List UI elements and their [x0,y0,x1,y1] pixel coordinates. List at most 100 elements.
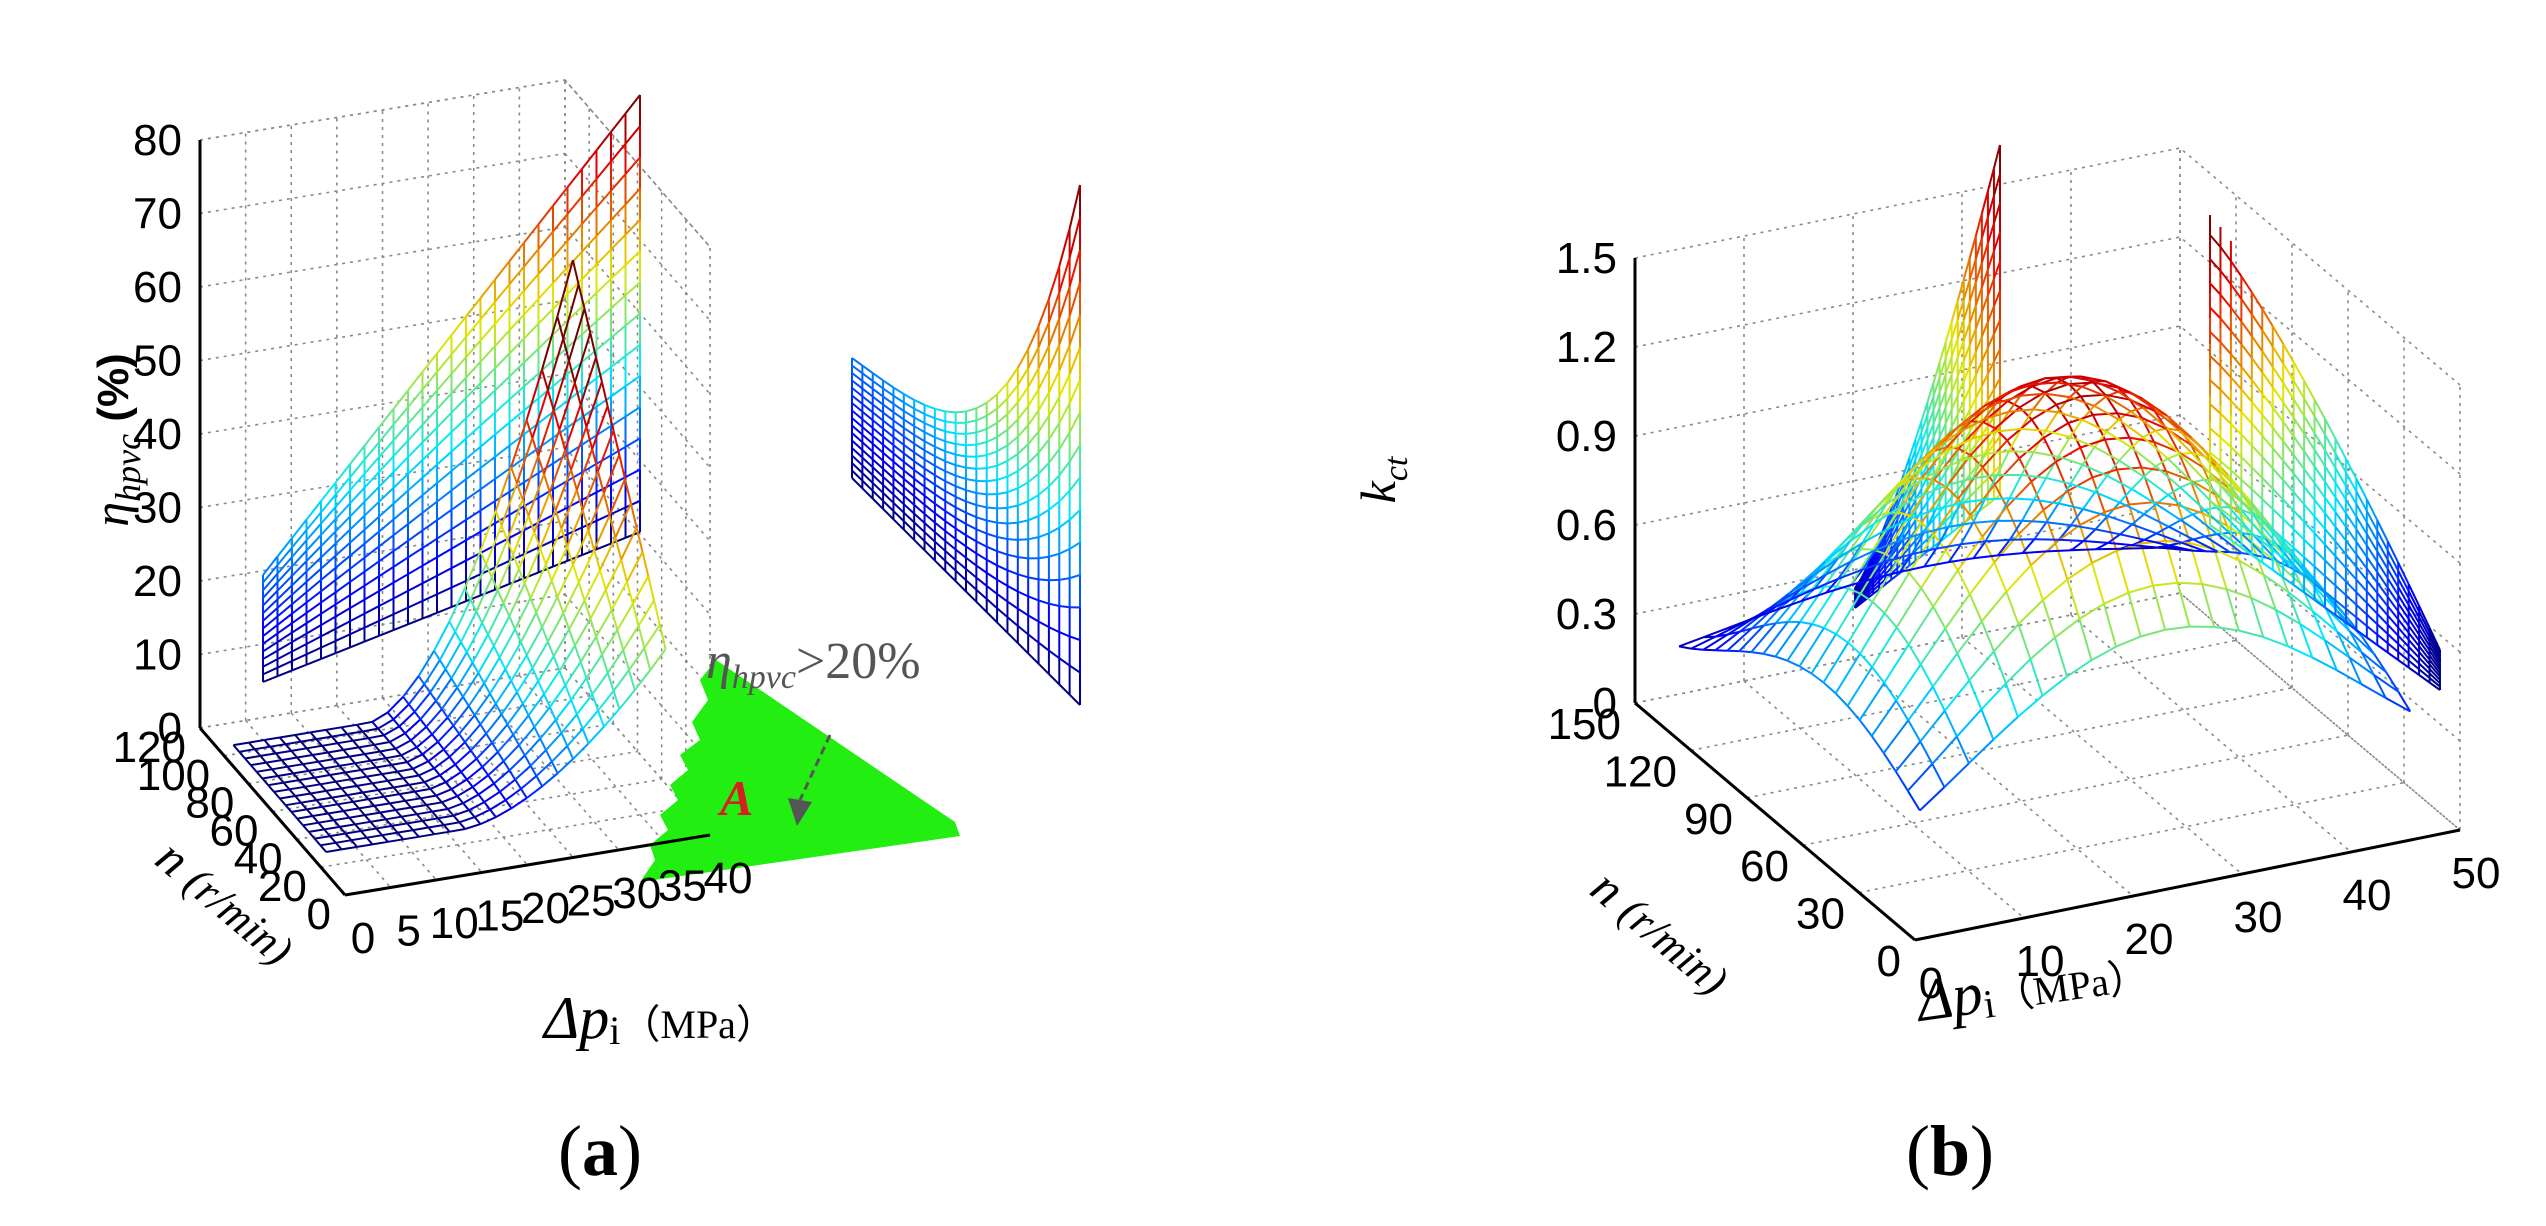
mesh-line [1972,498,1986,524]
mesh-line [2103,591,2129,605]
mesh-line [626,581,634,605]
mesh-line [2366,567,2379,584]
mesh-line [2130,406,2144,413]
mesh-line [2058,524,2072,541]
mesh-line [349,626,365,636]
mesh-line [2397,578,2410,599]
mesh-line [277,650,293,661]
mesh-line [304,786,312,795]
mesh-line [1969,466,1977,476]
mesh-line [2082,463,2108,477]
mesh-line [996,413,1009,424]
mesh-line [2204,509,2230,534]
mesh-line [260,752,277,757]
mesh-line [1902,457,1911,476]
mesh-line [934,559,946,572]
mesh-line [564,684,573,701]
mesh-line [2240,411,2253,425]
x-tick-label: 50 [2452,849,2501,898]
mesh-line [2274,609,2289,647]
mesh-line [587,529,596,551]
mesh-line [523,547,542,584]
gridline [290,712,437,881]
mesh-line [1883,682,1898,702]
gridline [296,778,662,841]
mesh-line [2219,436,2232,448]
mesh-line [1919,627,1947,665]
mesh-line [392,523,409,537]
mesh-line [2355,566,2368,581]
mesh-line [363,501,380,517]
mesh-line [1898,485,1912,509]
mesh-line [2180,513,2194,522]
mesh-line [604,559,623,591]
z-tick-label: 0 [158,704,182,753]
mesh-line [374,741,390,746]
mesh-line [349,753,365,758]
mesh-line [363,486,380,503]
mesh-line [631,575,650,605]
mesh-line [1824,557,1839,576]
mesh-line [872,490,884,502]
mesh-line [2336,631,2351,658]
mesh-line [412,826,429,832]
mesh-line [421,371,438,391]
mesh-line [447,802,464,810]
mesh-line [954,580,967,593]
mesh-line [924,440,936,448]
mesh-line [254,745,271,751]
mesh-line [2219,246,2232,262]
mesh-line [2355,503,2368,523]
mesh-line [2386,614,2399,629]
mesh-line [566,471,583,482]
mesh-line [465,594,481,603]
mesh-line [2271,345,2285,364]
mesh-line [2251,401,2264,416]
mesh-line [396,770,404,779]
mesh-line [350,778,358,787]
mesh-line [472,774,489,788]
mesh-line [390,825,399,834]
mesh-line [276,641,293,652]
gridline [272,750,638,813]
mesh-line [548,491,557,511]
mesh-line [2167,452,2181,460]
mesh-line [944,530,957,540]
mesh-line [349,598,366,610]
mesh-line [493,782,501,793]
mesh-line [365,837,374,846]
mesh-line [2021,499,2035,522]
mesh-line [955,538,967,548]
mesh-line [1959,453,1985,462]
mesh-line [1884,532,1893,546]
mesh-line [399,790,415,796]
mesh-line [1860,574,1868,586]
mesh-line [1956,569,1971,595]
mesh-line [1980,269,1989,288]
mesh-line [2018,436,2045,460]
mesh-line [498,628,516,659]
mesh-line [2299,623,2314,658]
mesh-line [585,381,603,428]
mesh-line [1848,509,1875,537]
mesh-line [349,514,366,531]
mesh-line [523,298,540,316]
mesh-line [923,522,936,533]
mesh-line [352,801,360,810]
mesh-line [2069,396,2095,407]
mesh-line [2120,547,2146,550]
mesh-line [2105,393,2131,401]
mesh-line [606,405,615,431]
mesh-line [305,624,322,635]
mesh-line [363,441,380,461]
mesh-line [354,823,362,832]
mesh-line [349,445,366,465]
mesh-line [360,830,368,839]
mesh-line [1980,682,2007,711]
mesh-line [352,740,360,749]
mesh-line [1858,682,1886,721]
mesh-line [986,464,998,470]
mesh-line [945,440,956,445]
mesh-line [323,828,331,837]
mesh-line [2313,482,2326,499]
